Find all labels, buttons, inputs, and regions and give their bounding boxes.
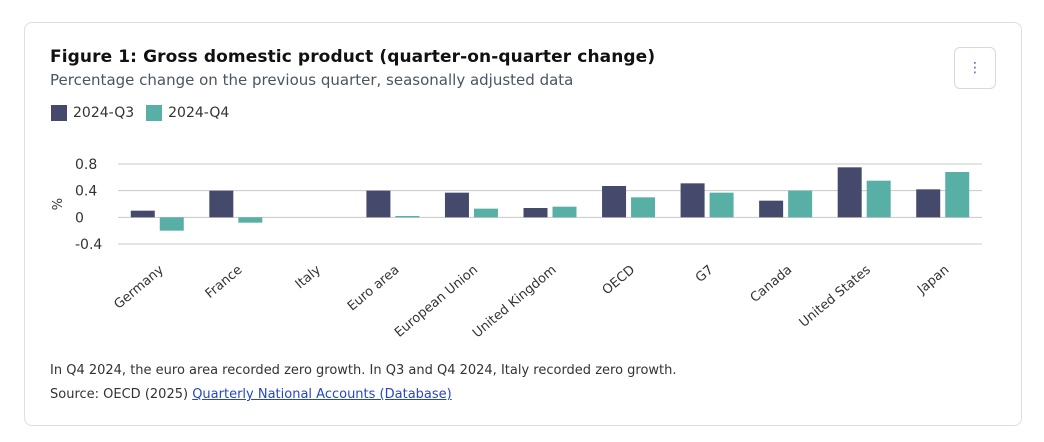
bar-2024-q4-euro-area[interactable] bbox=[395, 216, 420, 218]
y-axis-ticks: 0.8 0.4 0 -0.4 bbox=[75, 157, 102, 253]
bar-2024-q4-germany[interactable] bbox=[159, 217, 184, 231]
x-tick-label: Italy bbox=[293, 262, 324, 292]
bars bbox=[130, 167, 970, 231]
bar-2024-q3-canada[interactable] bbox=[759, 200, 784, 218]
source-link[interactable]: Quarterly National Accounts (Database) bbox=[192, 387, 452, 402]
bar-2024-q3-united-states[interactable] bbox=[837, 167, 862, 218]
x-tick-label: European Union bbox=[392, 263, 481, 341]
x-tick-label: United States bbox=[797, 262, 874, 330]
y-tick-label: 0.4 bbox=[75, 184, 97, 200]
legend-label-q4: 2024-Q4 bbox=[168, 105, 230, 121]
bar-2024-q4-united-states[interactable] bbox=[866, 180, 891, 218]
bar-2024-q4-oecd[interactable] bbox=[631, 197, 656, 218]
x-tick-label: OECD bbox=[600, 263, 638, 299]
source-line: Source: OECD (2025) Quarterly National A… bbox=[50, 387, 452, 402]
figure-title: Figure 1: Gross domestic product (quarte… bbox=[50, 47, 656, 67]
bar-2024-q4-france[interactable] bbox=[238, 217, 263, 223]
y-axis-label: % bbox=[51, 198, 66, 210]
x-tick-label: Japan bbox=[914, 263, 952, 298]
y-tick-label: 0.8 bbox=[75, 157, 97, 173]
legend-swatch-q3 bbox=[51, 105, 67, 121]
bar-2024-q4-japan[interactable] bbox=[945, 172, 970, 218]
legend-swatch-q4 bbox=[146, 105, 163, 121]
vertical-ellipsis-icon: ⋮ bbox=[968, 60, 982, 76]
x-tick-label: Canada bbox=[748, 263, 796, 306]
bar-2024-q4-g7[interactable] bbox=[709, 192, 734, 218]
bar-2024-q3-g7[interactable] bbox=[680, 183, 705, 218]
legend-label-q3: 2024-Q3 bbox=[73, 105, 135, 121]
chart-menu-button[interactable]: ⋮ bbox=[954, 47, 996, 89]
legend-item-q4[interactable]: 2024-Q4 bbox=[146, 105, 229, 121]
bar-2024-q3-euro-area[interactable] bbox=[366, 190, 391, 218]
bar-2024-q3-germany[interactable] bbox=[130, 210, 155, 218]
bar-2024-q3-european-union[interactable] bbox=[444, 192, 469, 218]
footnote: In Q4 2024, the euro area recorded zero … bbox=[50, 363, 677, 378]
x-tick-label: United Kingdom bbox=[470, 263, 560, 342]
figure-subtitle: Percentage change on the previous quarte… bbox=[50, 71, 574, 89]
x-tick-label: France bbox=[203, 263, 246, 302]
bar-2024-q4-united-kingdom[interactable] bbox=[552, 206, 577, 218]
x-tick-label: G7 bbox=[693, 263, 717, 286]
bar-2024-q4-canada[interactable] bbox=[788, 190, 813, 218]
bar-2024-q3-oecd[interactable] bbox=[602, 186, 627, 218]
source-prefix: Source: OECD (2025) bbox=[50, 387, 193, 402]
bar-2024-q4-european-union[interactable] bbox=[473, 208, 498, 218]
y-tick-label: 0 bbox=[75, 210, 84, 226]
bar-2024-q3-france[interactable] bbox=[209, 190, 234, 218]
figure-card: Figure 1: Gross domestic product (quarte… bbox=[24, 22, 1022, 426]
y-tick-label: -0.4 bbox=[75, 237, 102, 253]
bar-2024-q3-united-kingdom[interactable] bbox=[523, 208, 548, 218]
chart-legend: 2024-Q3 2024-Q4 bbox=[51, 105, 241, 121]
x-tick-label: Germany bbox=[111, 262, 167, 312]
gdp-bar-chart: 0.8 0.4 0 -0.4 % Germany France Italy Euro are… bbox=[51, 157, 982, 341]
x-tick-label: Euro area bbox=[345, 263, 403, 315]
bar-2024-q3-japan[interactable] bbox=[916, 189, 941, 218]
legend-item-q3[interactable]: 2024-Q3 bbox=[51, 105, 134, 121]
